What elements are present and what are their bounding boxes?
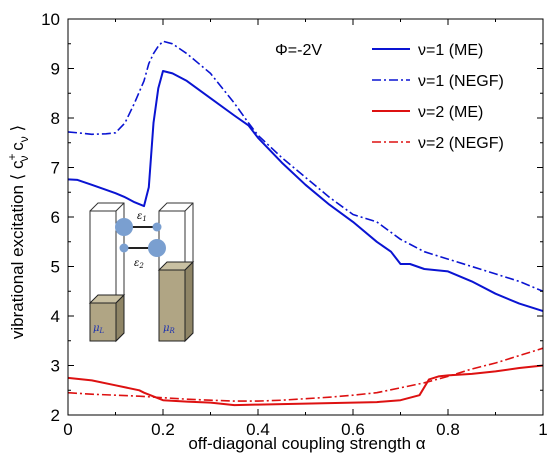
y-axis-label-sub2: ν: [17, 136, 31, 142]
legend: ν=1 (ME) ν=1 (NEGF) ν=2 (ME) ν=2 (NEGF): [372, 42, 504, 152]
right-reservoir: [157, 260, 195, 343]
y-axis-label-sup: +: [5, 153, 19, 160]
y-tick-label: 8: [51, 109, 60, 128]
x-tick-label: 0.2: [151, 420, 175, 439]
ticks-layer: 0 0.2 0.4 0.6 0.8 1 2 3 4 5 6 7 8 9 10: [41, 10, 548, 439]
series-line-4: [67, 347, 544, 402]
x-axis-label: off-diagonal coupling strength α: [188, 434, 425, 453]
y-axis-label: vibrational excitation ⟨ c+ν cν ⟩: [5, 125, 31, 339]
x-tick-label: 0.8: [436, 420, 460, 439]
x-tick-label: 0.4: [246, 420, 270, 439]
mu-left-label: μL: [93, 323, 105, 335]
y-tick-label: 6: [51, 208, 60, 227]
mu-right-label: μR: [163, 323, 176, 335]
y-axis-label-sub1: ν: [17, 155, 31, 161]
legend-label-1: ν=1 (ME): [418, 42, 483, 59]
legend-label-4: ν=2 (NEGF): [418, 135, 504, 152]
y-tick-label: 2: [51, 406, 60, 425]
series-line-3: [67, 364, 544, 407]
level-2-large-dot: [148, 239, 166, 257]
plot-frame: [67, 18, 544, 416]
series-layer: [67, 40, 544, 407]
y-axis-label-prefix: vibrational excitation ⟨ c: [8, 160, 27, 339]
annotation-phi: Φ=-2V: [275, 42, 322, 59]
x-tick-label: 0.6: [341, 420, 365, 439]
y-axis-label-suffix: ⟩: [8, 125, 27, 136]
left-reservoir: [88, 293, 126, 343]
level-2-small-dot: [119, 243, 129, 253]
series-line-1: [67, 70, 544, 313]
level-1-large-dot: [115, 218, 133, 236]
y-tick-label: 9: [51, 60, 60, 79]
epsilon1-label: ε1: [137, 211, 147, 223]
y-tick-label: 5: [51, 258, 60, 277]
y-tick-label: 10: [41, 10, 60, 29]
x-tick-label: 1: [538, 420, 547, 439]
y-tick-label: 7: [51, 159, 60, 178]
inset-schematic: ε1 ε2 μL μR: [88, 202, 195, 343]
y-tick-label: 4: [51, 307, 60, 326]
y-tick-label: 3: [51, 357, 60, 376]
y-axis-label-mid: c: [8, 142, 27, 156]
level-1-small-dot: [152, 222, 162, 232]
epsilon2-label: ε2: [134, 258, 144, 270]
legend-label-3: ν=2 (ME): [418, 104, 483, 121]
series-line-2: [67, 40, 544, 293]
legend-label-2: ν=1 (NEGF): [418, 73, 504, 90]
x-tick-label: 0: [63, 420, 72, 439]
